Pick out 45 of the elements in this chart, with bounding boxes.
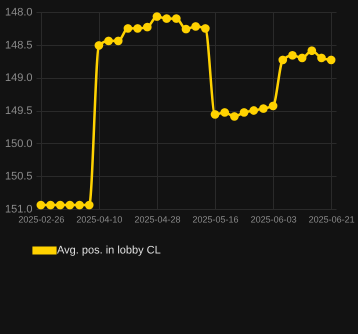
point xyxy=(240,108,248,117)
point xyxy=(259,104,268,113)
point xyxy=(66,200,74,210)
x-tick-label: 2025-06-21 xyxy=(308,214,355,224)
point xyxy=(162,14,171,23)
point xyxy=(268,102,278,110)
point xyxy=(104,36,113,46)
point xyxy=(75,200,84,210)
y-tick-label: 150.0 xyxy=(4,138,32,150)
point xyxy=(298,54,306,62)
point xyxy=(317,54,326,62)
point xyxy=(94,41,104,50)
x-tick-label: 2025-05-16 xyxy=(192,214,239,224)
point xyxy=(307,46,316,56)
point xyxy=(114,36,123,46)
y-tick-label: 149.5 xyxy=(4,105,32,117)
point xyxy=(201,24,210,33)
point xyxy=(124,24,132,33)
point xyxy=(182,24,190,34)
point xyxy=(84,200,94,210)
point xyxy=(278,56,288,64)
x-tick-label: 2025-04-28 xyxy=(134,214,180,224)
point xyxy=(152,12,162,21)
legend-label: Avg. pos. in lobby CL xyxy=(57,244,161,256)
point xyxy=(172,14,181,23)
point xyxy=(249,106,258,115)
point xyxy=(220,108,230,117)
point xyxy=(191,22,200,31)
point xyxy=(133,24,142,33)
point xyxy=(56,200,65,210)
x-tick-label: 2025-02-26 xyxy=(18,214,64,224)
point xyxy=(230,112,239,121)
y-tick-label: 151.0 xyxy=(4,204,32,216)
y-tick-label: 148.0 xyxy=(4,6,32,18)
point xyxy=(46,200,55,210)
point xyxy=(210,110,220,119)
x-tick-label: 2025-04-10 xyxy=(76,214,122,224)
x-tick-label: 2025-06-03 xyxy=(250,214,297,224)
y-tick-label: 150.5 xyxy=(4,170,32,183)
point xyxy=(326,56,336,64)
y-tick-label: 148.5 xyxy=(4,39,32,52)
point xyxy=(36,200,46,210)
y-tick-label: 149.0 xyxy=(4,72,32,84)
point xyxy=(288,51,297,60)
point xyxy=(142,22,152,32)
